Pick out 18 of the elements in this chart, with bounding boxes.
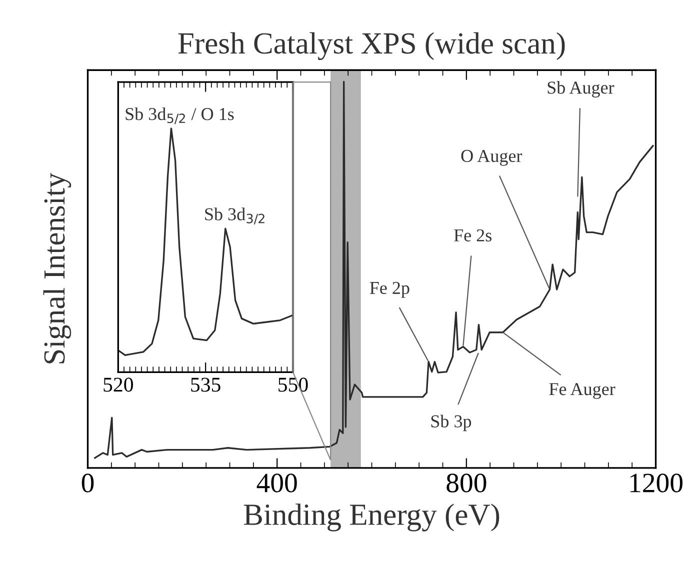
annotation: Sb Auger: [548, 81, 614, 98]
annotation: Fe 2s: [454, 229, 492, 242]
x-tick-label: 400: [256, 474, 297, 492]
x-tick-label: 0: [82, 474, 94, 492]
annotation: Fe 2p: [370, 282, 410, 298]
annotation: O Auger: [461, 150, 522, 166]
x-tick-label: 800: [446, 474, 486, 492]
annotation: Sb 3d$_{5/2}$ / O 1s: [126, 107, 234, 124]
chart-title: Fresh Catalyst XPS (wide scan): [178, 32, 565, 60]
y-axis-title: Signal Intensity: [43, 172, 72, 364]
annotation: Sb 3p: [431, 414, 472, 432]
x-tick-label: 535: [191, 378, 220, 392]
x-tick-label: 1200: [630, 474, 682, 492]
x-tick-label: 550: [278, 378, 308, 392]
x-tick-label: 520: [104, 378, 133, 392]
x-axis-title: Binding Energy (eV): [244, 504, 500, 532]
annotation: Sb 3d$_{3/2}$: [205, 208, 264, 224]
annotation: Fe Auger: [549, 383, 616, 399]
